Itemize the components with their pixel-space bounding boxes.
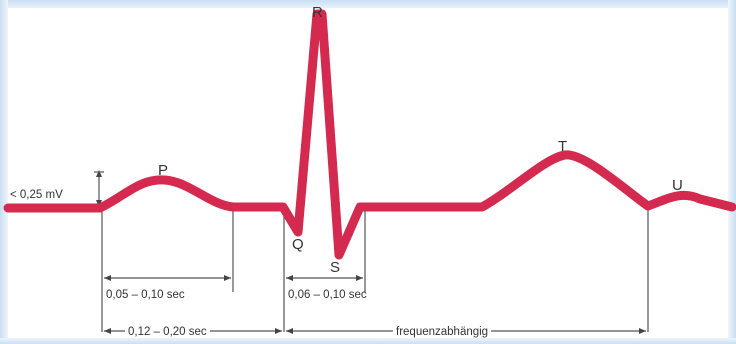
label-r: R bbox=[312, 4, 323, 21]
frame-left bbox=[0, 0, 8, 344]
pq-interval-arrow-left bbox=[104, 328, 111, 334]
ecg-trace bbox=[3, 9, 736, 260]
label-u: U bbox=[672, 177, 683, 194]
frame-top bbox=[0, 0, 736, 8]
label-t: T bbox=[558, 138, 567, 155]
qt-interval-label: frequenzabhängig bbox=[396, 326, 488, 338]
label-q: Q bbox=[292, 236, 304, 253]
frame-right bbox=[728, 0, 736, 344]
pq-interval-label-backing bbox=[125, 326, 210, 338]
label-p: P bbox=[158, 162, 168, 179]
qt-interval-label-backing bbox=[393, 326, 492, 338]
label-s: S bbox=[330, 259, 340, 276]
qt-interval-arrow-right bbox=[639, 328, 646, 334]
p-interval-arrow-right bbox=[224, 275, 231, 281]
amplitude-label: < 0,25 mV bbox=[10, 189, 63, 201]
pq-interval-label: 0,12 – 0,20 sec bbox=[128, 326, 207, 338]
p-interval-arrow-left bbox=[104, 275, 111, 281]
p-interval-label: 0,05 – 0,10 sec bbox=[106, 289, 185, 301]
frame-bottom bbox=[0, 338, 736, 344]
amplitude-arrow-up bbox=[96, 170, 102, 177]
qrs-interval-arrow-right bbox=[356, 275, 363, 281]
qrs-interval-label: 0,06 – 0,10 sec bbox=[288, 289, 367, 301]
qrs-interval-arrow-left bbox=[286, 275, 293, 281]
qt-interval-arrow-left bbox=[286, 328, 293, 334]
pq-interval-arrow-right bbox=[275, 328, 282, 334]
